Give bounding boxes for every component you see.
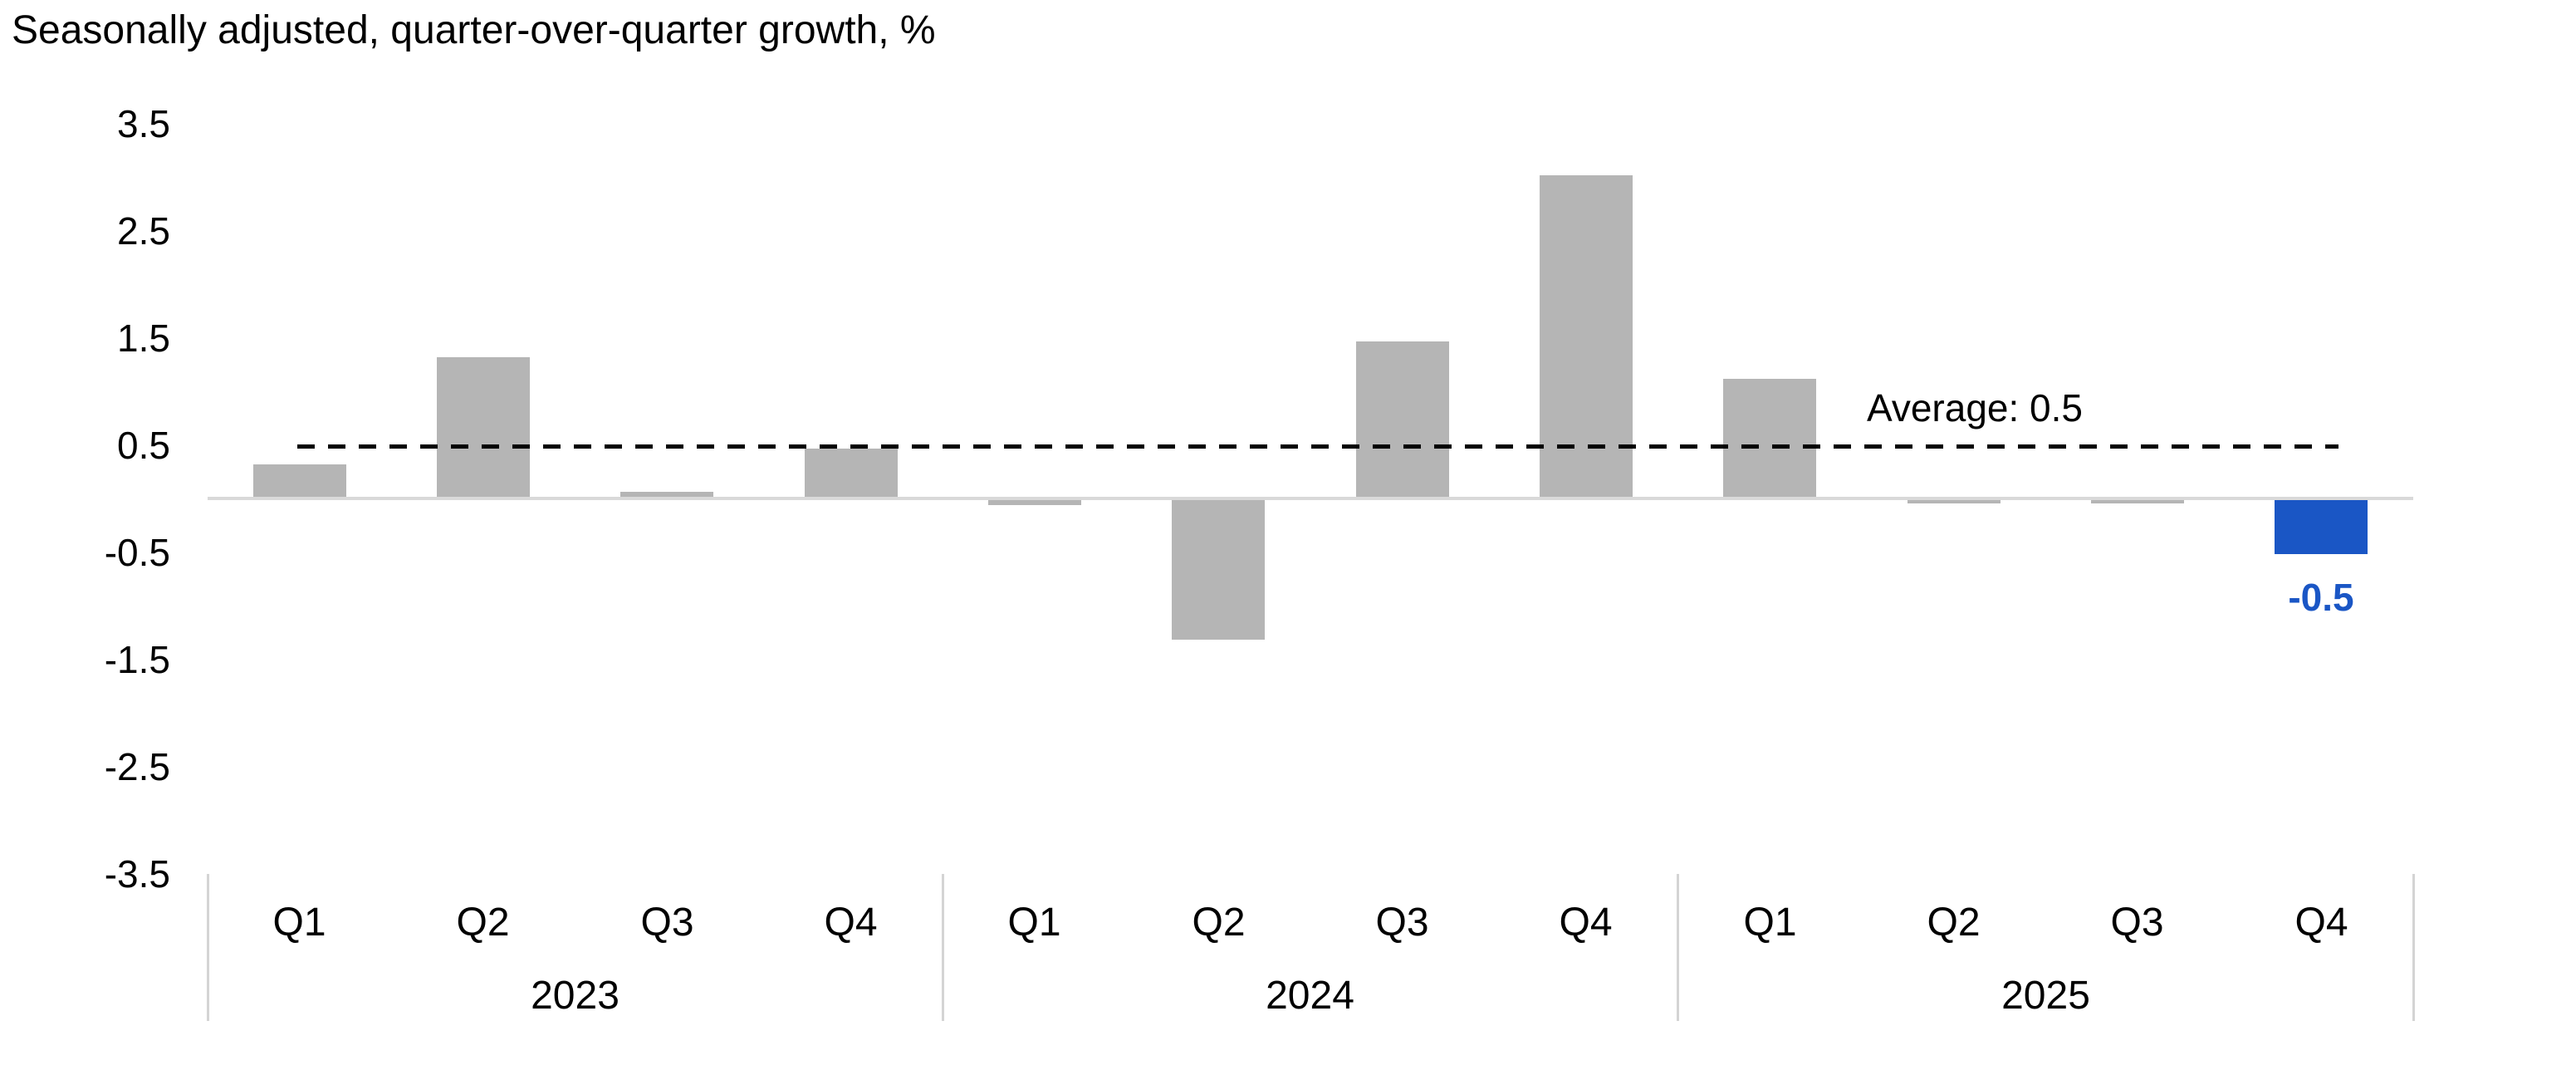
bar bbox=[1723, 379, 1816, 497]
bar bbox=[1356, 341, 1449, 497]
quarter-label: Q3 bbox=[2110, 901, 2164, 945]
y-axis-tick-label: -1.5 bbox=[104, 638, 170, 681]
y-axis-tick-label: 3.5 bbox=[117, 102, 170, 145]
quarter-label: Q2 bbox=[456, 901, 510, 945]
bar bbox=[988, 500, 1081, 505]
bar bbox=[2091, 500, 2184, 503]
group-separator-line bbox=[2412, 874, 2415, 1021]
quarter-label: Q1 bbox=[272, 901, 326, 945]
quarter-label: Q1 bbox=[1007, 901, 1061, 945]
y-axis-tick-label: 1.5 bbox=[117, 317, 170, 360]
average-dashed-line bbox=[297, 444, 2338, 449]
bar-highlighted bbox=[2275, 500, 2368, 554]
quarter-label: Q4 bbox=[2294, 901, 2348, 945]
group-separator-line bbox=[1677, 874, 1679, 1021]
bar bbox=[1540, 175, 1633, 497]
bar bbox=[253, 464, 346, 497]
bar bbox=[1908, 500, 2001, 503]
y-axis-tick-label: -0.5 bbox=[104, 531, 170, 574]
quarter-label: Q1 bbox=[1743, 901, 1797, 945]
bar bbox=[620, 492, 713, 497]
bar bbox=[805, 449, 898, 497]
x-axis-zero-line bbox=[208, 497, 2413, 500]
y-axis-tick-label: -2.5 bbox=[104, 745, 170, 788]
quarter-label: Q2 bbox=[1927, 901, 1981, 945]
quarter-label: Q3 bbox=[640, 901, 694, 945]
year-label: 2023 bbox=[531, 974, 620, 1018]
group-separator-line bbox=[207, 874, 209, 1021]
quarter-label: Q3 bbox=[1375, 901, 1429, 945]
quarter-label: Q4 bbox=[824, 901, 878, 945]
quarter-label: Q4 bbox=[1559, 901, 1613, 945]
highlight-value-label: -0.5 bbox=[2288, 576, 2354, 619]
average-label: Average: 0.5 bbox=[1867, 386, 2084, 429]
chart-title: Seasonally adjusted, quarter-over-quarte… bbox=[12, 8, 936, 52]
quarter-label: Q2 bbox=[1192, 901, 1246, 945]
group-separator-line bbox=[942, 874, 944, 1021]
bar bbox=[437, 357, 530, 497]
year-label: 2024 bbox=[1266, 974, 1354, 1018]
y-axis-tick-label: 2.5 bbox=[117, 209, 170, 253]
bar bbox=[1172, 500, 1265, 640]
y-axis-tick-label: -3.5 bbox=[104, 852, 170, 896]
year-label: 2025 bbox=[2001, 974, 2090, 1018]
y-axis-tick-label: 0.5 bbox=[117, 424, 170, 467]
